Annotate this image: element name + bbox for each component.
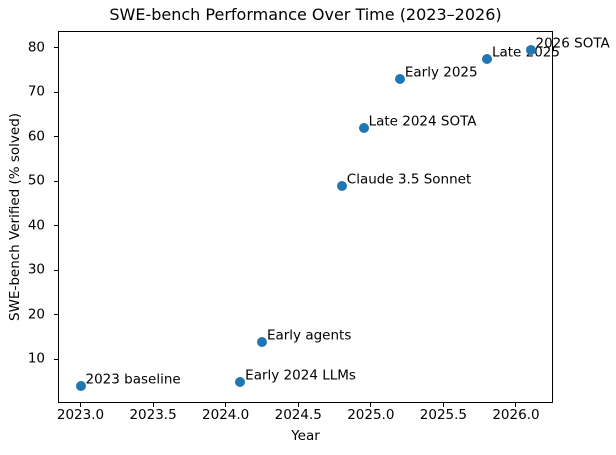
x-tick-label: 2025.5 <box>419 407 468 423</box>
x-tick-mark <box>297 403 299 407</box>
plot-area <box>58 31 553 403</box>
x-tick-mark <box>152 403 154 407</box>
x-tick-label: 2023.5 <box>129 407 177 423</box>
x-tick-mark <box>225 403 227 407</box>
x-axis-label: Year <box>291 428 320 444</box>
x-tick-label: 2024.0 <box>202 407 250 423</box>
x-tick-label: 2024.5 <box>274 407 322 423</box>
x-tick-label: 2026.0 <box>492 407 540 423</box>
y-axis-label: SWE-bench Verified (% solved) <box>7 112 23 322</box>
x-tick-label: 2025.0 <box>347 407 395 423</box>
x-tick-mark <box>80 403 81 407</box>
chart-title: SWE-bench Performance Over Time (2023–20… <box>109 5 502 24</box>
x-tick-mark <box>442 403 444 407</box>
x-tick-label: 2023.0 <box>56 407 105 423</box>
x-tick-mark <box>515 403 517 407</box>
x-tick-mark <box>370 403 372 407</box>
